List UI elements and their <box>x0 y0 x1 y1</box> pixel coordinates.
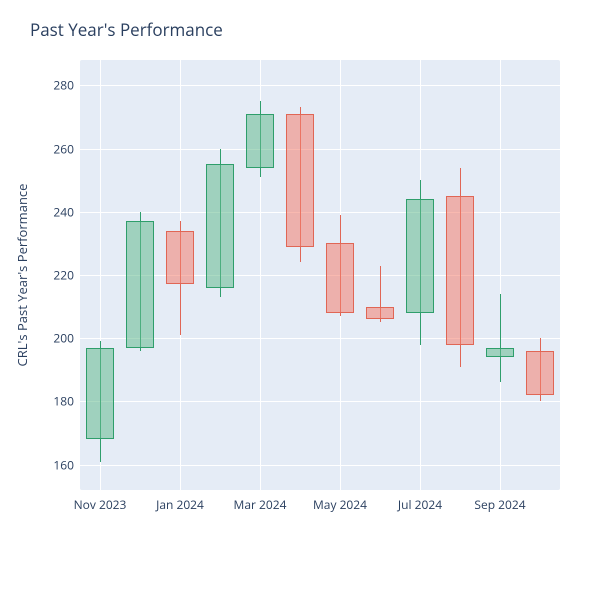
grid-line-h <box>80 401 560 402</box>
candle-body <box>446 196 474 345</box>
candle-body <box>526 351 554 395</box>
candle-body <box>366 307 394 320</box>
x-tick-label: Jul 2024 <box>398 490 442 513</box>
y-tick-label: 240 <box>53 203 80 220</box>
candle-body <box>166 231 194 285</box>
candle-body <box>126 221 154 347</box>
candle-body <box>326 243 354 313</box>
candlestick-chart: Past Year's Performance CRL's Past Year'… <box>0 0 600 600</box>
x-tick-label: Nov 2023 <box>74 490 127 513</box>
y-tick-label: 200 <box>53 330 80 347</box>
grid-line-h <box>80 85 560 86</box>
grid-line-h <box>80 212 560 213</box>
candle-body <box>486 348 514 357</box>
candle-wick <box>500 294 501 383</box>
chart-title: Past Year's Performance <box>30 18 223 41</box>
y-tick-label: 260 <box>53 140 80 157</box>
y-tick-label: 160 <box>53 456 80 473</box>
y-tick-label: 180 <box>53 393 80 410</box>
plot-area: 160180200220240260280Nov 2023Jan 2024Mar… <box>80 60 560 490</box>
x-tick-label: Mar 2024 <box>234 490 287 513</box>
x-tick-label: Sep 2024 <box>474 490 525 513</box>
x-tick-label: May 2024 <box>313 490 367 513</box>
x-tick-label: Jan 2024 <box>156 490 204 513</box>
y-axis-label: CRL's Past Year's Performance <box>13 184 31 367</box>
candle-body <box>86 348 114 440</box>
grid-line-h <box>80 149 560 150</box>
grid-line-h <box>80 465 560 466</box>
y-tick-label: 280 <box>53 77 80 94</box>
y-tick-label: 220 <box>53 267 80 284</box>
candle-body <box>286 114 314 247</box>
candle-body <box>206 164 234 287</box>
candle-body <box>246 114 274 168</box>
candle-body <box>406 199 434 313</box>
grid-line-v <box>500 60 501 490</box>
